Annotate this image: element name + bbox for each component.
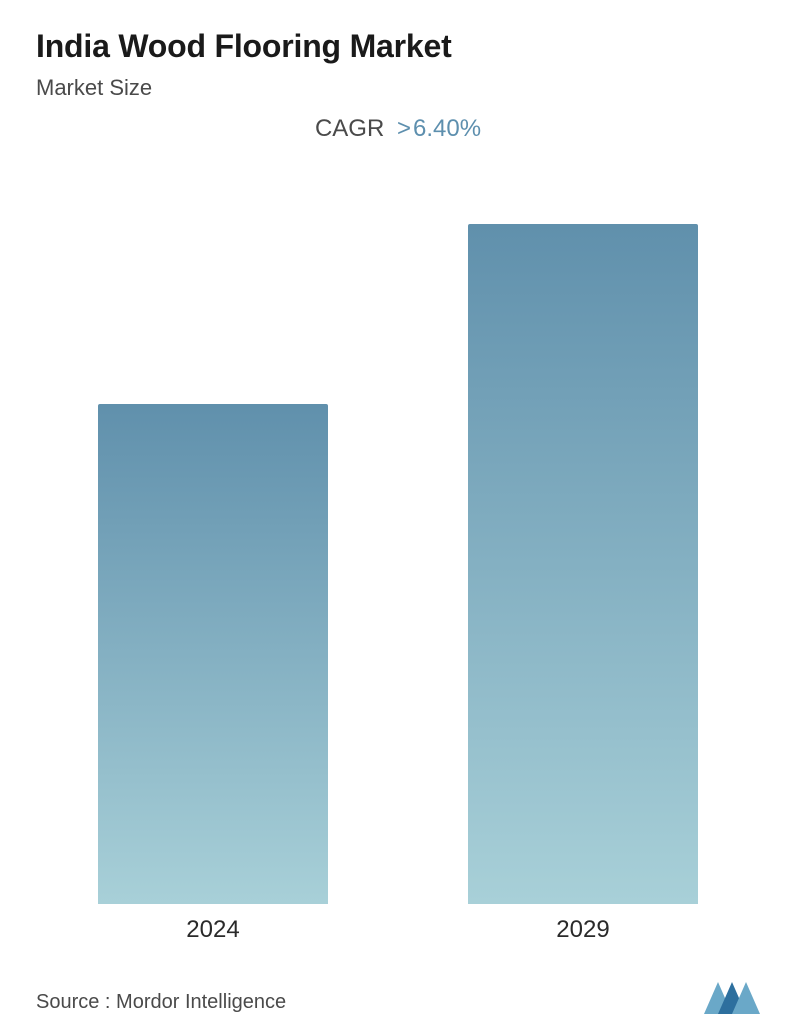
bar-group-0: 2024 (98, 404, 328, 944)
bar-2029 (468, 224, 698, 904)
footer: Source : Mordor Intelligence (36, 968, 760, 1014)
cagr-value: 6.40% (413, 115, 481, 142)
bar-label-2029: 2029 (556, 916, 609, 944)
cagr-label: CAGR (315, 115, 384, 142)
chart-container: India Wood Flooring Market Market Size C… (0, 0, 796, 1034)
cagr-row: CAGR >6.40% (36, 115, 760, 143)
bar-group-1: 2029 (468, 224, 698, 944)
cagr-operator: > (397, 115, 411, 142)
chart-area: 2024 2029 (36, 143, 760, 944)
bar-label-2024: 2024 (186, 916, 239, 944)
chart-title: India Wood Flooring Market (36, 28, 760, 65)
source-text: Source : Mordor Intelligence (36, 991, 286, 1014)
chart-subtitle: Market Size (36, 75, 760, 101)
bar-2024 (98, 404, 328, 904)
logo-icon (704, 982, 760, 1014)
